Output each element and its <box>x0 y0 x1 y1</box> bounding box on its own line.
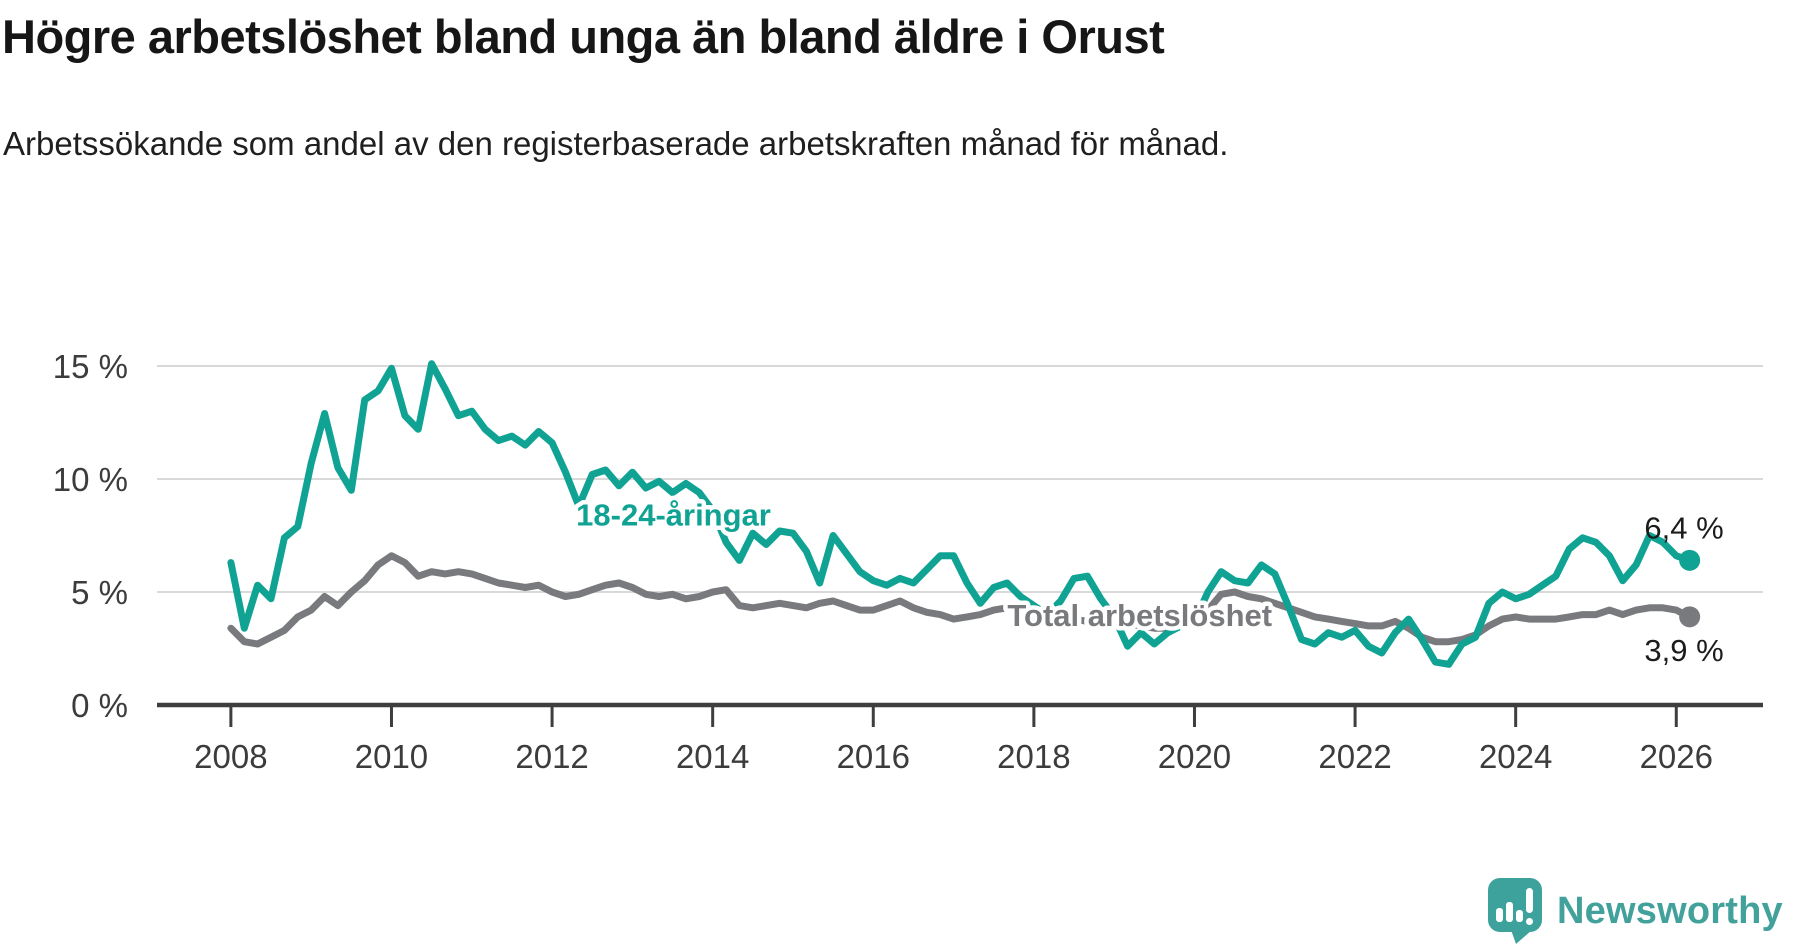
x-axis-tick-label: 2024 <box>1479 738 1552 775</box>
y-axis-tick-label: 0 % <box>71 687 128 724</box>
x-axis-tick-label: 2012 <box>515 738 588 775</box>
line-chart: 0 % 5 % 10 % 15 % 2008 2010 2012 2014 2016 2018 20… <box>53 348 1763 775</box>
x-axis-tick-label: 2026 <box>1640 738 1713 775</box>
chart-subtitle: Arbetssökande som andel av den registerb… <box>3 125 1229 162</box>
series-line-18-24 <box>227 360 1694 668</box>
x-axis-tick-label: 2008 <box>194 738 267 775</box>
x-axis-tick-label: 2022 <box>1318 738 1391 775</box>
x-axis-tick-label: 2016 <box>837 738 910 775</box>
newsworthy-icon <box>1488 878 1542 944</box>
x-axis-tick-label: 2018 <box>997 738 1070 775</box>
chart-title: Högre arbetslöshet bland unga än bland ä… <box>2 10 1165 63</box>
series-inline-label: Total arbetslöshet <box>1007 598 1272 633</box>
series-end-value-label: 6,4 % <box>1644 510 1723 545</box>
x-axis-tick-label: 2020 <box>1158 738 1231 775</box>
x-axis-tick-label: 2010 <box>355 738 428 775</box>
series-line-total <box>227 552 1694 648</box>
series-inline-label: 18-24-åringar <box>576 497 771 532</box>
newsworthy-logo: Newsworthy <box>1487 878 1783 944</box>
series-end-value-label: 3,9 % <box>1644 633 1723 668</box>
y-axis-tick-label: 5 % <box>71 574 128 611</box>
series-end-dot <box>1679 549 1701 571</box>
y-axis-tick-label: 15 % <box>53 348 128 385</box>
y-axis-tick-label: 10 % <box>53 461 128 498</box>
newsworthy-wordmark: Newsworthy <box>1557 889 1783 932</box>
x-axis-tick-label: 2014 <box>676 738 749 775</box>
series-end-dot <box>1679 606 1701 628</box>
